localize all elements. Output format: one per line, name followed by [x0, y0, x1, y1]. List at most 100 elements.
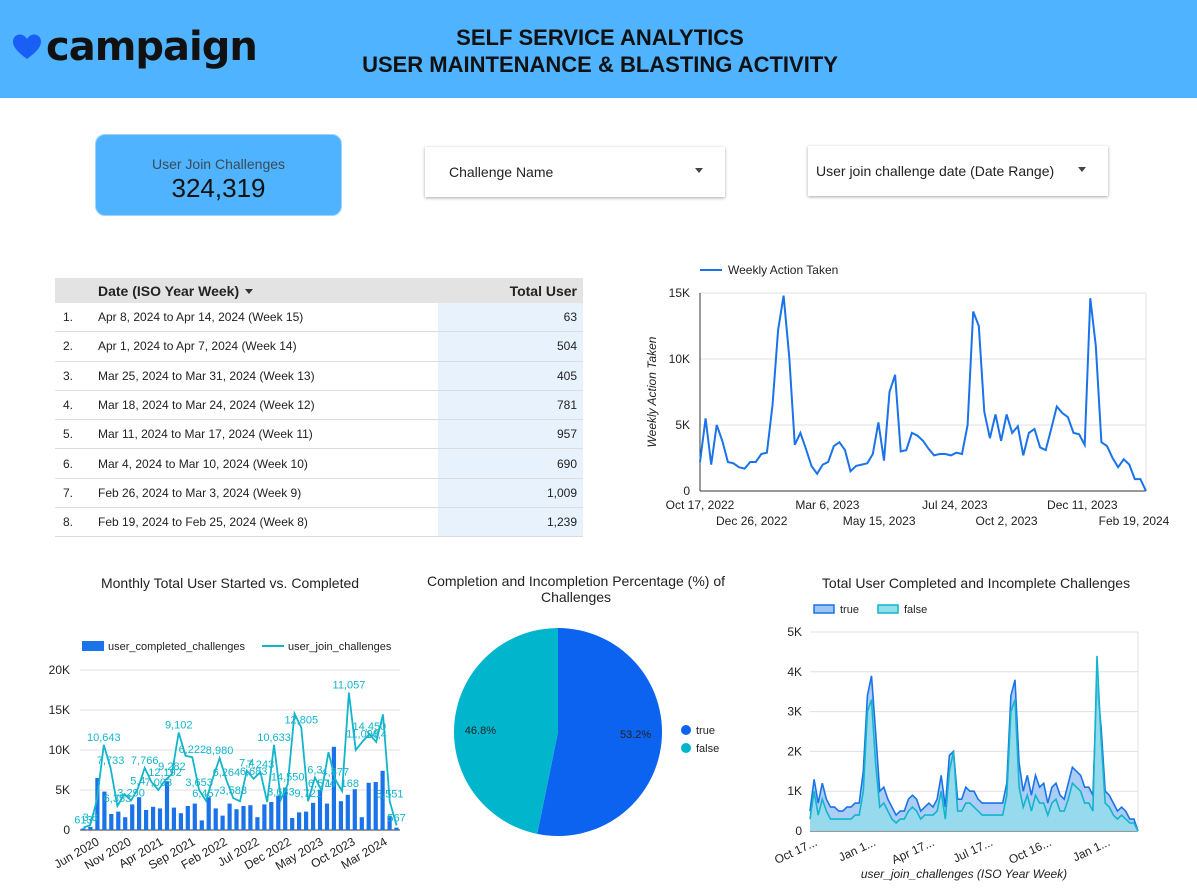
- bar: [88, 826, 93, 830]
- x-tick-label: Mar 6, 2023: [795, 498, 859, 512]
- bar: [178, 813, 183, 830]
- data-label: 3,8: [83, 812, 98, 824]
- x-tick-label: Jan 1...: [836, 835, 878, 864]
- row-index: 1.: [63, 310, 74, 325]
- table-header: Date (ISO Year Week) Total User: [55, 278, 583, 303]
- bar: [157, 808, 163, 830]
- table-row[interactable]: 7. Feb 26, 2024 to Mar 3, 2024 (Week 9) 1,…: [55, 478, 583, 509]
- data-label: 3,683: [267, 787, 295, 799]
- data-label: 14,450: [353, 721, 387, 733]
- data-label: 14,4: [365, 729, 386, 741]
- pie-slice-false: [454, 628, 558, 834]
- table-row[interactable]: 8. Feb 19, 2024 to Feb 25, 2024 (Week 8) 1…: [55, 508, 583, 538]
- row-index: 5.: [63, 427, 74, 442]
- challenge-name-filter[interactable]: Challenge Name: [425, 147, 725, 197]
- logo-text: campaign: [46, 24, 258, 70]
- bar: [317, 790, 323, 830]
- row-index: 2.: [63, 339, 74, 354]
- column-header-total[interactable]: Total User: [509, 282, 577, 299]
- data-label: 11,057: [333, 680, 366, 692]
- x-tick-label: Jan 1...: [1071, 835, 1113, 864]
- bar: [81, 828, 86, 830]
- row-total: 504: [438, 332, 583, 361]
- legend-swatch: [82, 641, 104, 651]
- row-date: Apr 8, 2024 to Apr 14, 2024 (Week 15): [98, 310, 304, 325]
- y-tick-label: 0: [63, 823, 70, 837]
- x-tick-label: Dec 11, 2023: [1047, 498, 1118, 512]
- sort-desc-icon[interactable]: [245, 289, 254, 295]
- date-range-filter[interactable]: User join challenge date (Date Range): [808, 146, 1108, 196]
- series-line: [83, 692, 398, 829]
- data-label: 7,243: [247, 759, 275, 771]
- legend-swatch: [813, 604, 835, 614]
- data-label: 5,4: [130, 775, 145, 787]
- data-label: 7,003: [145, 777, 173, 789]
- chevron-down-icon: [695, 168, 703, 173]
- table-row[interactable]: 6. Mar 4, 2024 to Mar 10, 2024 (Week 10) 6…: [55, 449, 583, 479]
- x-tick-label: Oct 17...: [772, 835, 819, 867]
- bar: [338, 801, 343, 830]
- table-row[interactable]: 5. Mar 11, 2024 to Mar 17, 2024 (Week 11)…: [55, 420, 583, 450]
- row-total: 1,239: [438, 508, 583, 537]
- data-label: 12,805: [284, 715, 318, 727]
- y-tick-label: 3K: [787, 705, 802, 719]
- bar: [387, 815, 392, 830]
- table-row[interactable]: 2. Apr 1, 2024 to Apr 7, 2024 (Week 14) 50…: [55, 332, 583, 362]
- bar: [116, 811, 121, 830]
- x-tick-label: Oct 16...: [1007, 835, 1054, 867]
- y-tick-label: 20K: [49, 663, 70, 677]
- x-axis-label: user_join_challenges (ISO Year Week): [861, 867, 1067, 881]
- bar: [102, 791, 107, 830]
- bar: [171, 807, 176, 830]
- row-total: 690: [438, 449, 583, 478]
- data-label: 4,877: [322, 767, 350, 779]
- series-line-false: [809, 655, 1139, 832]
- row-index: 4.: [63, 398, 74, 413]
- data-label: 10,633: [257, 732, 291, 744]
- bar: [269, 802, 274, 830]
- table-row[interactable]: 1. Apr 8, 2024 to Apr 14, 2024 (Week 15) 6…: [55, 303, 583, 333]
- y-tick-label: 0: [795, 824, 802, 838]
- row-date: Mar 4, 2024 to Mar 10, 2024 (Week 10): [98, 456, 308, 471]
- y-tick-label: 10K: [49, 743, 70, 757]
- data-label: 3,583: [219, 785, 247, 797]
- row-index: 7.: [63, 485, 74, 500]
- legend-swatch: [681, 725, 691, 735]
- table-row[interactable]: 3. Mar 25, 2024 to Mar 31, 2024 (Week 13)…: [55, 361, 583, 391]
- bar: [324, 803, 330, 830]
- legend-swatch: [877, 604, 899, 614]
- row-date: Feb 19, 2024 to Feb 25, 2024 (Week 8): [98, 515, 308, 530]
- data-label: 6,353: [104, 793, 132, 805]
- table-row[interactable]: 4. Mar 18, 2024 to Mar 24, 2024 (Week 12)…: [55, 390, 583, 421]
- bar: [234, 809, 239, 830]
- slice-label: 46.8%: [465, 725, 496, 737]
- bar: [137, 797, 142, 830]
- bar: [123, 817, 128, 830]
- date-range-filter-label: User join challenge date (Date Range): [816, 163, 1055, 179]
- bar: [213, 808, 218, 830]
- x-tick-label: Apr 17...: [889, 835, 936, 867]
- bar: [304, 811, 309, 830]
- legend-label: false: [696, 743, 719, 755]
- bar: [366, 782, 371, 830]
- column-header-date[interactable]: Date (ISO Year Week): [98, 283, 438, 299]
- row-total: 781: [438, 390, 583, 420]
- bar: [192, 803, 197, 830]
- data-label: 12,192: [148, 767, 182, 779]
- bar: [283, 787, 288, 830]
- x-tick-label: Feb 19, 2024: [1099, 514, 1170, 528]
- data-label: 17,168: [325, 778, 359, 790]
- bar: [130, 804, 135, 830]
- data-label: 6,3: [307, 764, 322, 776]
- scorecard-label: User Join Challenges: [151, 156, 286, 172]
- bar: [331, 746, 336, 830]
- challenge-name-filter-label: Challenge Name: [449, 164, 554, 180]
- scorecard-user-join-challenges: User Join Challenges 324,319: [95, 134, 342, 216]
- bar: [290, 818, 295, 830]
- data-label: 10,643: [87, 732, 121, 744]
- data-label: 9,282: [158, 761, 186, 773]
- weekly-users-table: Date (ISO Year Week) Total User 1. Apr 8,…: [55, 278, 583, 538]
- bar: [345, 794, 350, 830]
- bar: [227, 803, 232, 830]
- data-label: 3,551: [376, 789, 404, 801]
